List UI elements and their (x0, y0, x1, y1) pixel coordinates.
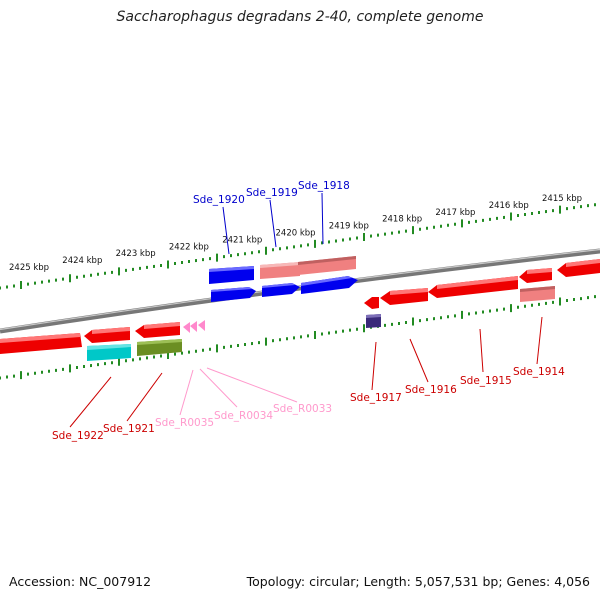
rna-features[interactable] (183, 320, 205, 333)
label-sde-1922: Sde_1922 (52, 430, 104, 442)
gene-sde-1921[interactable] (84, 322, 182, 356)
gene-sde-1916[interactable] (380, 288, 428, 305)
accession-text: Accession: NC_007912 (9, 574, 152, 589)
ruler-label: 2416 kbp (489, 201, 529, 211)
gene-sde-1919[interactable] (260, 262, 300, 297)
label-sde-1916: Sde_1916 (405, 384, 457, 396)
label-sde-1918: Sde_1918 (298, 180, 350, 192)
ruler-label: 2422 kbp (169, 242, 209, 252)
ruler-label: 2424 kbp (62, 256, 102, 266)
label-sde-1921: Sde_1921 (103, 423, 155, 435)
label-sde-r0033: Sde_R0033 (273, 403, 332, 415)
gene-sde-1920[interactable] (209, 266, 256, 302)
ruler-label: 2420 kbp (276, 229, 316, 239)
label-sde-r0035: Sde_R0035 (155, 417, 214, 429)
ruler-label: 2425 kbp (9, 263, 49, 273)
ruler-label: 2419 kbp (329, 222, 369, 232)
label-sde-1920: Sde_1920 (193, 194, 245, 206)
ruler-label: 2418 kbp (382, 215, 422, 225)
label-sde-1915: Sde_1915 (460, 375, 512, 387)
callout-lines (69, 192, 543, 428)
ruler-label: 2415 kbp (542, 194, 582, 204)
upper-strand-features (209, 256, 358, 302)
label-sde-r0034: Sde_R0034 (214, 410, 273, 422)
label-sde-1914: Sde_1914 (513, 366, 565, 378)
genome-summary-text: Topology: circular; Length: 5,057,531 bp… (246, 574, 590, 589)
left-strand-features (0, 320, 205, 361)
ruler-label: 2421 kbp (222, 235, 262, 245)
gene-sde-1917[interactable] (364, 297, 381, 328)
ruler-label: 2417 kbp (435, 208, 475, 218)
genome-title: Saccharophagus degradans 2-40, complete … (116, 9, 484, 25)
lower-tick-track (0, 295, 597, 380)
label-sde-1919: Sde_1919 (246, 187, 298, 199)
gene-sde-1914[interactable] (519, 259, 600, 302)
gene-labels: Sde_1920 Sde_1919 Sde_1918 Sde_1922 Sde_… (52, 180, 565, 442)
ruler-labels: 2425 kbp 2424 kbp 2423 kbp 2422 kbp 2421 kbp… (9, 194, 582, 273)
gene-sde-1918[interactable] (298, 256, 358, 294)
right-strand-features (364, 259, 600, 328)
upper-tick-track (0, 203, 597, 290)
gene-sde-1915[interactable] (428, 276, 518, 298)
ruler-label: 2423 kbp (116, 249, 156, 259)
gene-sde-1922[interactable] (0, 333, 131, 361)
genome-backbone (0, 248, 600, 334)
label-sde-1917: Sde_1917 (350, 392, 402, 404)
